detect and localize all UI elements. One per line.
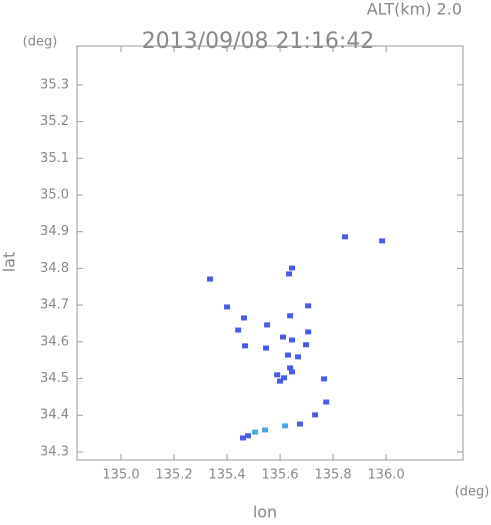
- y-tick-label: 34.3: [40, 444, 69, 459]
- echo-point: [241, 315, 248, 321]
- y-unit: (deg): [23, 35, 58, 50]
- echo-point: [242, 343, 249, 349]
- echo-point: [282, 423, 289, 429]
- echo-point: [342, 234, 349, 240]
- echo-point: [295, 354, 302, 360]
- x-tick-label: 135.6: [261, 468, 298, 483]
- echo-point: [289, 337, 296, 343]
- echo-point: [323, 399, 330, 405]
- echo-point: [296, 421, 303, 427]
- echo-point: [305, 329, 312, 335]
- echo-point: [263, 345, 270, 351]
- x-tick-label: 136.0: [368, 468, 405, 483]
- y-tick-label: 35.3: [40, 77, 69, 92]
- echo-point: [287, 365, 294, 371]
- echo-point: [281, 375, 288, 381]
- echo-point: [321, 376, 328, 382]
- echo-point: [277, 378, 284, 384]
- plot-frame: [76, 45, 464, 461]
- echo-point: [312, 412, 319, 418]
- echo-point: [285, 352, 292, 358]
- x-unit: (deg): [455, 485, 490, 500]
- echo-point: [252, 429, 259, 435]
- echo-point: [305, 303, 312, 309]
- y-tick-label: 35.1: [40, 151, 69, 166]
- echo-point: [303, 342, 310, 348]
- y-tick-label: 34.9: [40, 224, 69, 239]
- y-tick-label: 34.4: [40, 408, 69, 423]
- y-tick-label: 34.5: [40, 371, 69, 386]
- x-tick-label: 135.8: [314, 468, 351, 483]
- y-tick-label: 34.8: [40, 261, 69, 276]
- echo-point: [289, 369, 296, 375]
- y-tick-label: 34.7: [40, 298, 69, 313]
- echo-point: [379, 238, 386, 244]
- echo-point: [235, 327, 242, 333]
- x-tick-label: 135.4: [208, 468, 245, 483]
- echo-point: [264, 322, 271, 328]
- echo-point: [239, 435, 246, 441]
- echo-point: [287, 313, 294, 319]
- y-axis-label: lat: [0, 252, 19, 273]
- echo-point: [261, 427, 268, 433]
- x-tick-label: 135.0: [102, 468, 139, 483]
- x-tick-label: 135.2: [155, 468, 192, 483]
- altitude-label: ALT(km) 2.0: [367, 0, 462, 19]
- echo-point: [207, 276, 214, 282]
- echo-point: [286, 271, 293, 277]
- echo-point: [289, 265, 296, 271]
- echo-point: [279, 334, 286, 340]
- echo-point: [224, 304, 231, 310]
- echo-point: [244, 433, 251, 439]
- x-axis-label: lon: [253, 503, 277, 522]
- echo-point: [274, 372, 281, 378]
- chart-title: 2013/09/08 21:16:42: [142, 29, 375, 54]
- y-tick-label: 34.6: [40, 334, 69, 349]
- y-tick-label: 35.0: [40, 188, 69, 203]
- y-tick-label: 35.2: [40, 114, 69, 129]
